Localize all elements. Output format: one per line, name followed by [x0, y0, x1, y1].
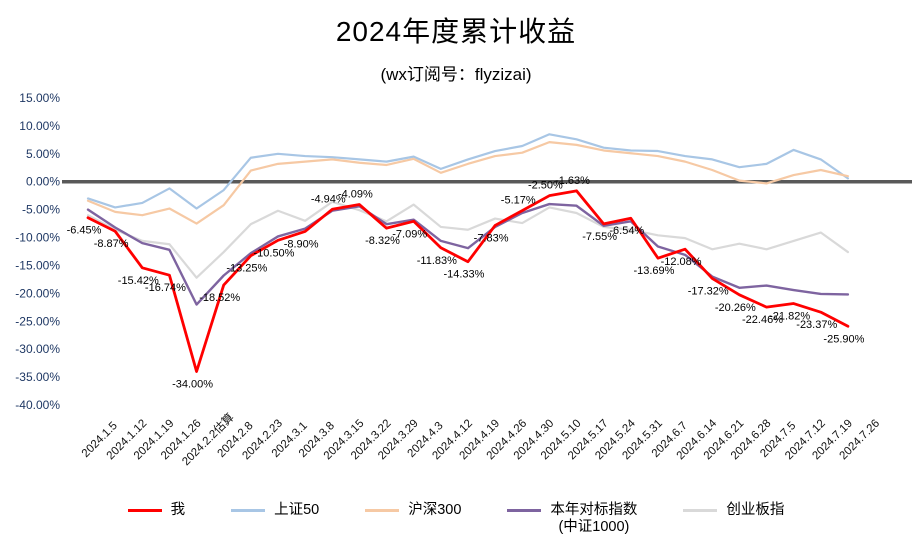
data-label-me: -10.50%	[253, 247, 294, 259]
legend-swatch-chinext	[683, 509, 718, 512]
y-axis-tick-label: -10.00%	[15, 231, 60, 245]
data-label-me: -25.90%	[823, 333, 864, 345]
data-label-me: -15.42%	[118, 275, 159, 287]
legend-label-benchmark: 本年对标指数 (中证1000)	[550, 502, 637, 536]
data-label-me: -7.83%	[474, 232, 509, 244]
data-label-me: -6.54%	[609, 225, 644, 237]
legend-item-benchmark: 本年对标指数 (中证1000)	[507, 502, 637, 536]
legend-label-benchmark-line1: 本年对标指数	[550, 502, 638, 518]
data-label-me: -13.69%	[633, 265, 674, 277]
legend-swatch-csi300	[365, 509, 400, 512]
data-label-me: -2.50%	[528, 180, 563, 192]
data-label-me: -21.82%	[769, 311, 810, 323]
data-label-me: -7.55%	[582, 231, 617, 243]
data-label-me: -5.17%	[501, 195, 536, 207]
legend-swatch-me	[127, 509, 162, 512]
y-axis-tick-label: -35.00%	[15, 370, 60, 384]
y-axis-tick-label: 0.00%	[26, 175, 60, 189]
legend-swatch-sse50	[231, 509, 266, 512]
chart-subtitle: (wx订阅号：flyzizai)	[380, 65, 532, 84]
data-label-me: -34.00%	[172, 379, 213, 391]
y-axis-tick-label: 15.00%	[19, 91, 60, 105]
chart-title: 2024年度累计收益	[335, 16, 577, 47]
data-label-me: -22.46%	[742, 314, 783, 326]
data-label-me: -13.25%	[226, 263, 267, 275]
data-label-me: -7.09%	[392, 228, 427, 240]
data-label-me: -17.32%	[688, 285, 729, 297]
series-line-sse50	[86, 133, 850, 210]
y-axis-tick-label: -20.00%	[15, 286, 60, 300]
data-label-me: -23.37%	[796, 319, 837, 331]
legend-label-sse50: 上证50	[274, 502, 320, 518]
series-line-me	[86, 189, 850, 373]
series-line-benchmark-csi1000	[86, 202, 850, 306]
data-label-me: -16.74%	[145, 282, 186, 294]
legend-label-csi300: 沪深300	[408, 502, 462, 518]
series-line-chinext	[86, 200, 850, 279]
legend-label-chinext: 创业板指	[726, 502, 785, 518]
cumulative-returns-line-chart: 15.00% 10.00% 5.00% 0.00% -5.00% -10.00% -15.0…	[15, 91, 912, 468]
y-axis-tick-label: -15.00%	[15, 258, 60, 272]
y-axis-tick-label: 5.00%	[26, 147, 60, 161]
legend-item-csi300: 沪深300	[365, 502, 461, 519]
legend-item-me: 我	[127, 502, 186, 519]
y-axis-tick-label: 10.00%	[19, 119, 60, 133]
data-label-me: -8.87%	[94, 238, 129, 250]
data-label-me: -4.94%	[311, 193, 346, 205]
data-label-me: -20.26%	[715, 302, 756, 314]
legend-swatch-benchmark	[507, 509, 542, 512]
y-axis-tick-label: -40.00%	[15, 398, 60, 412]
data-label-me: -12.08%	[661, 256, 702, 268]
legend-label-benchmark-line2: (中证1000)	[558, 519, 630, 535]
data-label-me: -1.63%	[555, 175, 590, 187]
y-axis-tick-label: -30.00%	[15, 342, 60, 356]
chart-legend: 我 上证50 沪深300 本年对标指数 (中证1000) 创业板指	[0, 502, 912, 536]
legend-item-sse50: 上证50	[231, 502, 319, 519]
y-axis-tick-label: -5.00%	[22, 203, 60, 217]
data-label-me: -8.32%	[365, 235, 400, 247]
y-axis-tick-label: -25.00%	[15, 314, 60, 328]
data-label-me: -14.33%	[443, 269, 484, 281]
data-label-me: -11.83%	[417, 255, 457, 267]
data-label-me: -18.52%	[199, 292, 240, 304]
data-label-me: -8.90%	[284, 238, 319, 250]
series-line-csi300	[86, 140, 850, 225]
legend-label-me: 我	[170, 502, 186, 518]
data-label-me: -4.09%	[338, 189, 373, 201]
data-label-me: -6.45%	[67, 225, 102, 237]
legend-item-chinext: 创业板指	[683, 502, 784, 519]
